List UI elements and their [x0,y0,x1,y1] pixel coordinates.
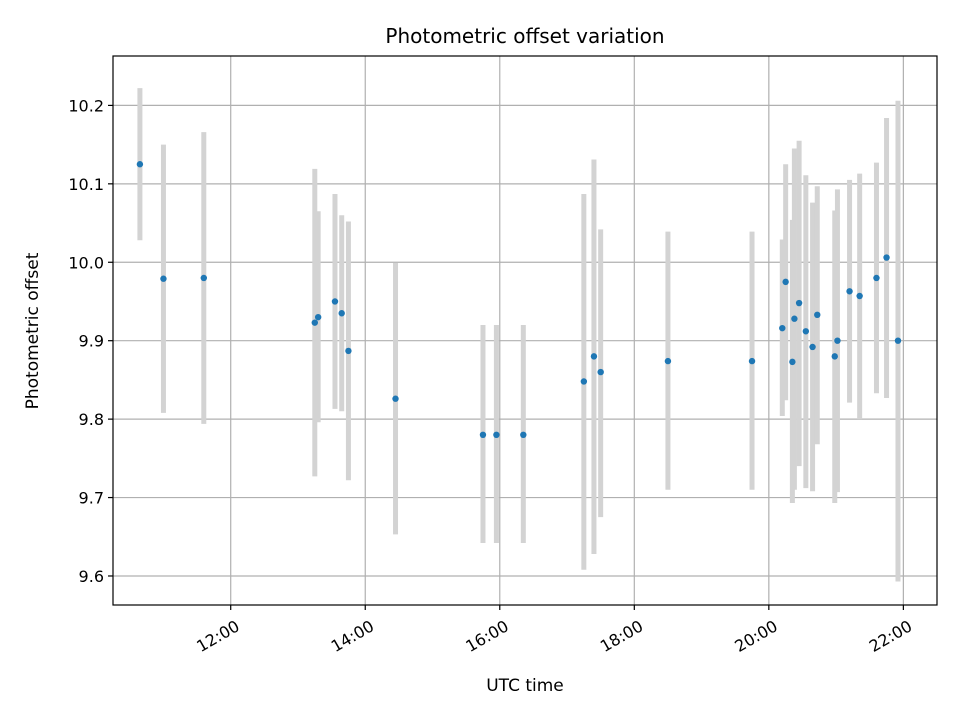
y-tick-label: 9.7 [79,489,104,508]
data-point [479,431,487,439]
data-point [748,357,756,365]
data-point [802,328,810,335]
data-point [200,274,208,282]
data-point [834,337,841,344]
plot-frame [112,55,938,606]
data-point [831,353,838,360]
data-point [795,299,803,307]
data-point [791,315,798,322]
data-point [814,311,821,319]
data-point [809,343,816,351]
y-axis: 9.6 9.7 9.8 9.9 10.0 10.1 10.2 [68,96,113,586]
data-point [136,161,144,168]
data-point [597,368,604,376]
y-axis-label: Photometric offset [23,252,43,409]
data-point [590,353,598,360]
data-point [883,254,890,261]
data-point [789,358,796,366]
data-point [520,431,527,439]
y-tick-label: 10.1 [68,175,104,194]
data-point [894,337,902,344]
data-point [493,431,500,439]
data-points [136,161,902,439]
data-point [160,275,167,282]
data-point [856,292,863,300]
x-axis-label: UTC time [486,676,564,696]
y-tick-label: 9.8 [79,410,104,429]
data-point [580,378,588,385]
data-point [873,274,880,282]
data-point [664,357,672,365]
data-point [782,278,789,286]
data-point [392,395,399,402]
y-tick-label: 9.9 [79,332,104,351]
y-tick-label: 9.6 [79,567,104,586]
data-point [311,319,318,326]
y-tick-label: 10.0 [68,253,104,272]
data-point [314,313,322,321]
data-point [338,310,345,317]
data-point [331,298,339,305]
data-point [779,324,786,332]
y-tick-label: 10.2 [68,96,104,115]
chart-title: Photometric offset variation [385,24,664,48]
data-point [846,288,853,295]
data-point [345,347,352,355]
